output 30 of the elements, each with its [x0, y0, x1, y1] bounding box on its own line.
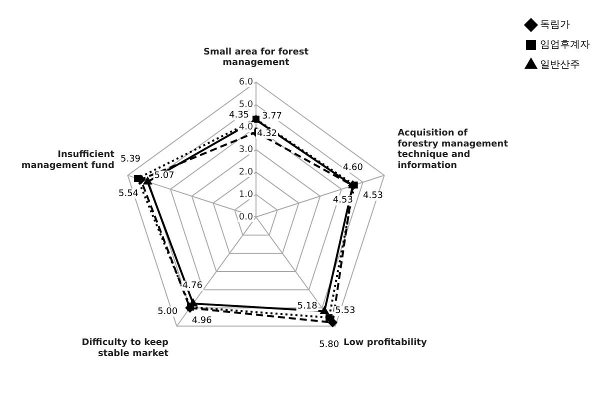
data-label: 4.96 — [192, 316, 212, 326]
data-label: 4.60 — [342, 162, 364, 173]
y-tick-label: 0.0 — [238, 212, 254, 222]
y-tick-label: 6.0 — [238, 77, 254, 88]
spoke-label: Insufficient management fund — [21, 150, 116, 171]
data-label: 4.32 — [256, 129, 278, 140]
spoke-label: Acquisition of forestry management technique and information — [398, 128, 509, 171]
y-tick-label: 3.0 — [238, 144, 254, 155]
legend-label: 일반산주 — [540, 60, 580, 71]
y-tick-label: 5.0 — [238, 100, 254, 110]
y-tick-label: 2.0 — [238, 167, 254, 178]
data-label: 5.39 — [120, 154, 141, 165]
data-label: 4.53 — [362, 191, 384, 202]
data-label: 5.54 — [118, 188, 139, 199]
spoke-label: Small area for forest management — [203, 47, 310, 68]
legend-label: 임업후계자 — [540, 40, 590, 51]
data-label: 5.07 — [154, 170, 174, 181]
spoke-label: Difficulty to keep stable market — [82, 338, 170, 359]
data-label: 5.53 — [335, 306, 356, 316]
data-label: 4.35 — [228, 110, 250, 121]
data-label: 4.76 — [182, 281, 203, 292]
data-label: 5.18 — [297, 302, 318, 312]
y-tick-label: 1.0 — [238, 190, 254, 200]
data-label: 4.53 — [332, 196, 353, 206]
legend-label: 독림가 — [540, 20, 570, 31]
data-label: 5.80 — [319, 340, 340, 350]
data-label: 3.77 — [262, 112, 282, 122]
y-tick-label: 4.0 — [238, 122, 254, 132]
data-label: 5.00 — [158, 306, 178, 317]
spoke-label: Low profitability — [344, 338, 427, 348]
